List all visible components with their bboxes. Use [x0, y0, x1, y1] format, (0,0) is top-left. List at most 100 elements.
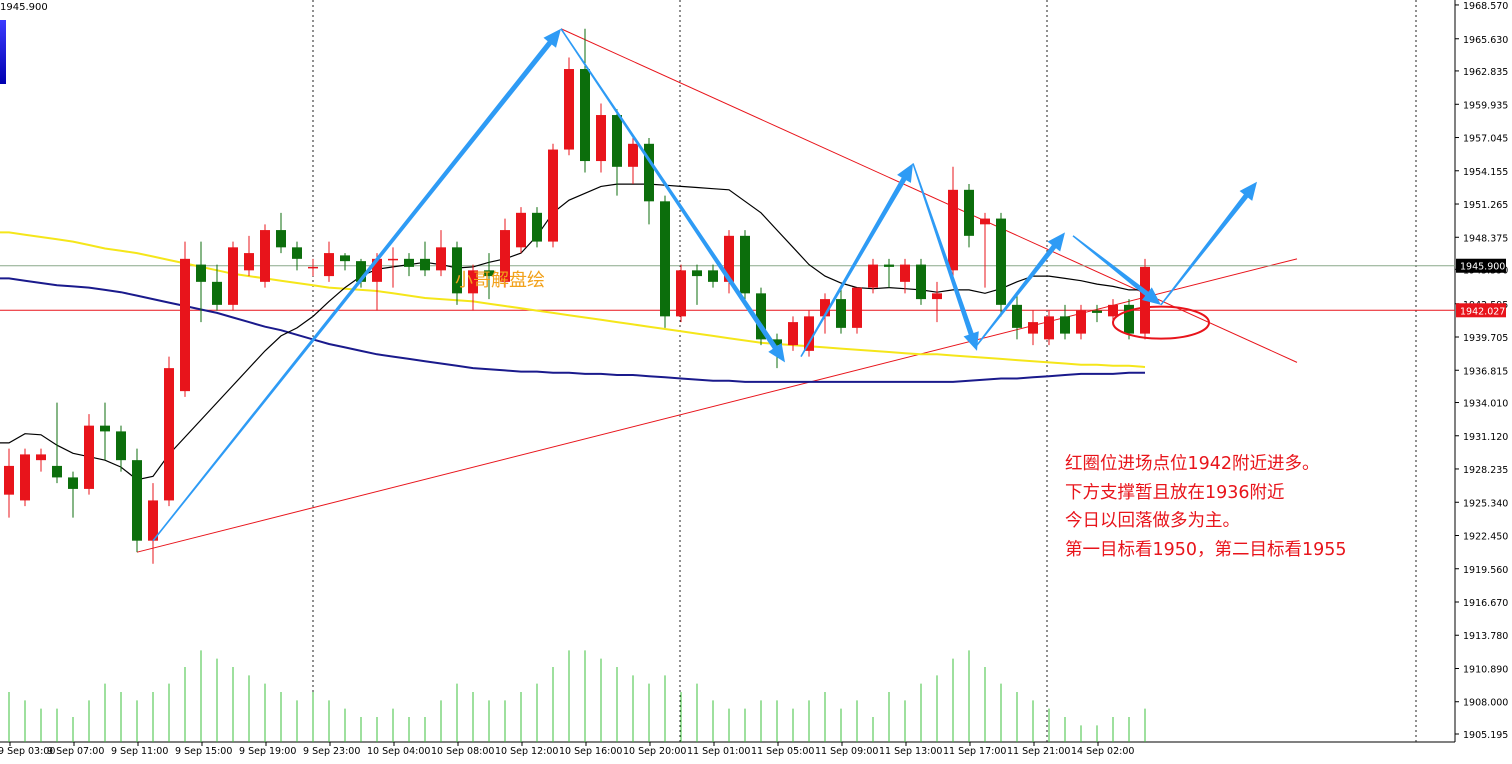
candle-body — [1092, 310, 1102, 313]
candle-body — [788, 322, 798, 346]
candle-body — [308, 266, 318, 269]
time-tick-label: 11 Sep 05:00 — [751, 746, 814, 757]
candle-body — [932, 293, 942, 300]
trend-arrow-6 — [1160, 181, 1257, 306]
candle-body — [436, 247, 446, 271]
candle-body — [676, 270, 686, 317]
entry-circle — [1112, 305, 1210, 340]
ma-fast-line — [0, 183, 1145, 481]
candle-body — [388, 258, 398, 261]
candle-body — [804, 316, 814, 351]
time-tick-label: 11 Sep 09:00 — [815, 746, 878, 757]
candle-body — [292, 247, 302, 259]
candle-body — [596, 115, 606, 162]
current-price-value: 1945.900 — [0, 2, 48, 13]
candle-body — [852, 287, 862, 328]
time-tick-label: 9 Sep 03:00 — [0, 746, 55, 757]
candle-body — [836, 299, 846, 328]
price-axis: 1968.570 1965.630 1962.835 1959.935 1957.045… — [1455, 1, 1508, 741]
volume-bars — [8, 650, 1146, 742]
analysis-annotation: 红圈位进场点位1942附近进多。 下方支撑暂且放在1936附近 今日以回落做多为… — [1065, 450, 1347, 564]
time-tick-label: 9 Sep 19:00 — [239, 746, 296, 757]
candle-body — [148, 500, 158, 541]
candle-body — [484, 270, 494, 277]
candle-body — [1108, 304, 1118, 317]
price-tag-current-bg — [1456, 258, 1506, 273]
candle-body — [1028, 322, 1038, 334]
time-tick-label: 11 Sep 01:00 — [687, 746, 750, 757]
price-tick-label: 1913.780 — [1463, 631, 1508, 642]
candle-body — [708, 270, 718, 282]
candle-body — [580, 69, 590, 162]
candle-body — [612, 115, 622, 167]
candle-body — [916, 264, 926, 300]
candle-body — [356, 261, 366, 282]
trend-arrow-1 — [560, 28, 785, 363]
trend-arrow-4 — [976, 232, 1065, 346]
candle-body — [212, 281, 222, 305]
time-tick-label: 9 Sep 23:00 — [303, 746, 360, 757]
price-tick-label: 1948.375 — [1463, 233, 1508, 244]
candle-body — [980, 218, 990, 225]
price-tick-label: 1934.010 — [1463, 399, 1508, 410]
price-tick-label: 1931.120 — [1463, 432, 1508, 443]
price-tick-label: 1919.560 — [1463, 565, 1508, 576]
candle-body — [180, 258, 190, 392]
candle-body — [532, 212, 542, 242]
price-tick-label: 1925.340 — [1463, 498, 1508, 509]
annotation-line-1: 红圈位进场点位1942附近进多。 — [1065, 454, 1320, 474]
candle-body — [4, 465, 14, 495]
candle-body — [452, 247, 462, 294]
time-tick-label: 11 Sep 17:00 — [943, 746, 1006, 757]
price-tick-label: 1910.890 — [1463, 664, 1508, 675]
candle-body — [996, 218, 1006, 305]
annotation-line-4: 第一目标看1950，第二目标看1955 — [1065, 539, 1347, 560]
time-tick-label: 10 Sep 08:00 — [431, 746, 494, 757]
candle-body — [884, 264, 894, 267]
candle-body — [324, 253, 334, 277]
ma-long-line — [0, 277, 1145, 383]
price-tick-label: 1957.045 — [1463, 134, 1508, 145]
candle-body — [132, 460, 142, 541]
candle-body — [644, 143, 654, 202]
candle-body — [36, 454, 46, 461]
price-tick-label: 1905.195 — [1463, 730, 1508, 741]
price-tick-label: 1939.705 — [1463, 333, 1508, 344]
trend-arrow-5 — [1072, 235, 1161, 305]
candle-body — [340, 255, 350, 262]
price-tick-label: 1968.570 — [1463, 1, 1508, 12]
candle-body — [692, 270, 702, 277]
price-tag-level-bg — [1456, 303, 1506, 318]
price-tick-label: 1962.835 — [1463, 67, 1508, 78]
candle-body — [948, 189, 958, 271]
candlesticks — [4, 28, 1150, 564]
candle-body — [500, 230, 510, 282]
time-tick-label: 10 Sep 20:00 — [623, 746, 686, 757]
candle-body — [772, 339, 782, 346]
price-tick-label: 1922.450 — [1463, 532, 1508, 543]
entry-circle-marker — [1112, 305, 1210, 340]
candle-body — [964, 189, 974, 236]
candle-body — [660, 201, 670, 317]
candle-body — [420, 258, 430, 271]
price-tick-label: 1908.000 — [1463, 698, 1508, 709]
price-tick-label: 1951.265 — [1463, 200, 1508, 211]
one-click-trading-panel-icon[interactable] — [0, 20, 6, 84]
candle-body — [228, 247, 238, 305]
trend-arrows — [152, 28, 1257, 542]
candle-body — [868, 264, 878, 288]
candle-body — [244, 253, 254, 271]
candle-body — [820, 299, 830, 317]
price-tick-label: 1959.935 — [1463, 100, 1508, 111]
candle-body — [372, 258, 382, 282]
trend-arrow-2 — [800, 163, 913, 357]
candle-body — [900, 264, 910, 282]
author-watermark: 小哥解盘绘 — [455, 270, 545, 291]
current-price-readout: 1945.900 — [0, 2, 48, 13]
candle-body — [1076, 310, 1086, 334]
time-tick-label: 10 Sep 04:00 — [367, 746, 430, 757]
time-tick-label: 9 Sep 11:00 — [111, 746, 168, 757]
candle-body — [468, 270, 478, 294]
annotation-line-3: 今日以回落做多为主。 — [1065, 511, 1240, 531]
